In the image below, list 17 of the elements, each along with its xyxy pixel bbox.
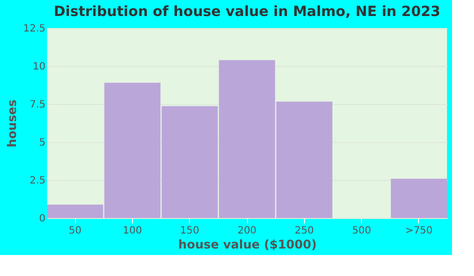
x-tick-label: 50 (68, 226, 82, 236)
y-tick-label: 0 (39, 214, 46, 224)
chart-title: Distribution of house value in Malmo, NE in 2023 (54, 4, 440, 20)
x-tick-label: 500 (352, 226, 372, 236)
x-tick-label: >750 (405, 226, 433, 236)
x-tick-label: 250 (294, 226, 314, 236)
x-tick-label: 100 (122, 226, 142, 236)
y-tick-label: 5 (39, 138, 46, 148)
y-tick-label: 12.5 (23, 24, 46, 34)
y-tick-label: 2.5 (30, 176, 46, 186)
x-tick-label: 150 (180, 226, 200, 236)
y-tick-label: 7.5 (30, 100, 46, 110)
y-tick-label: 10 (32, 62, 46, 72)
x-tick-label: 200 (237, 226, 257, 236)
bar (390, 178, 447, 218)
x-axis-title: house value ($1000) (178, 238, 317, 252)
y-axis-title: houses (5, 100, 20, 148)
